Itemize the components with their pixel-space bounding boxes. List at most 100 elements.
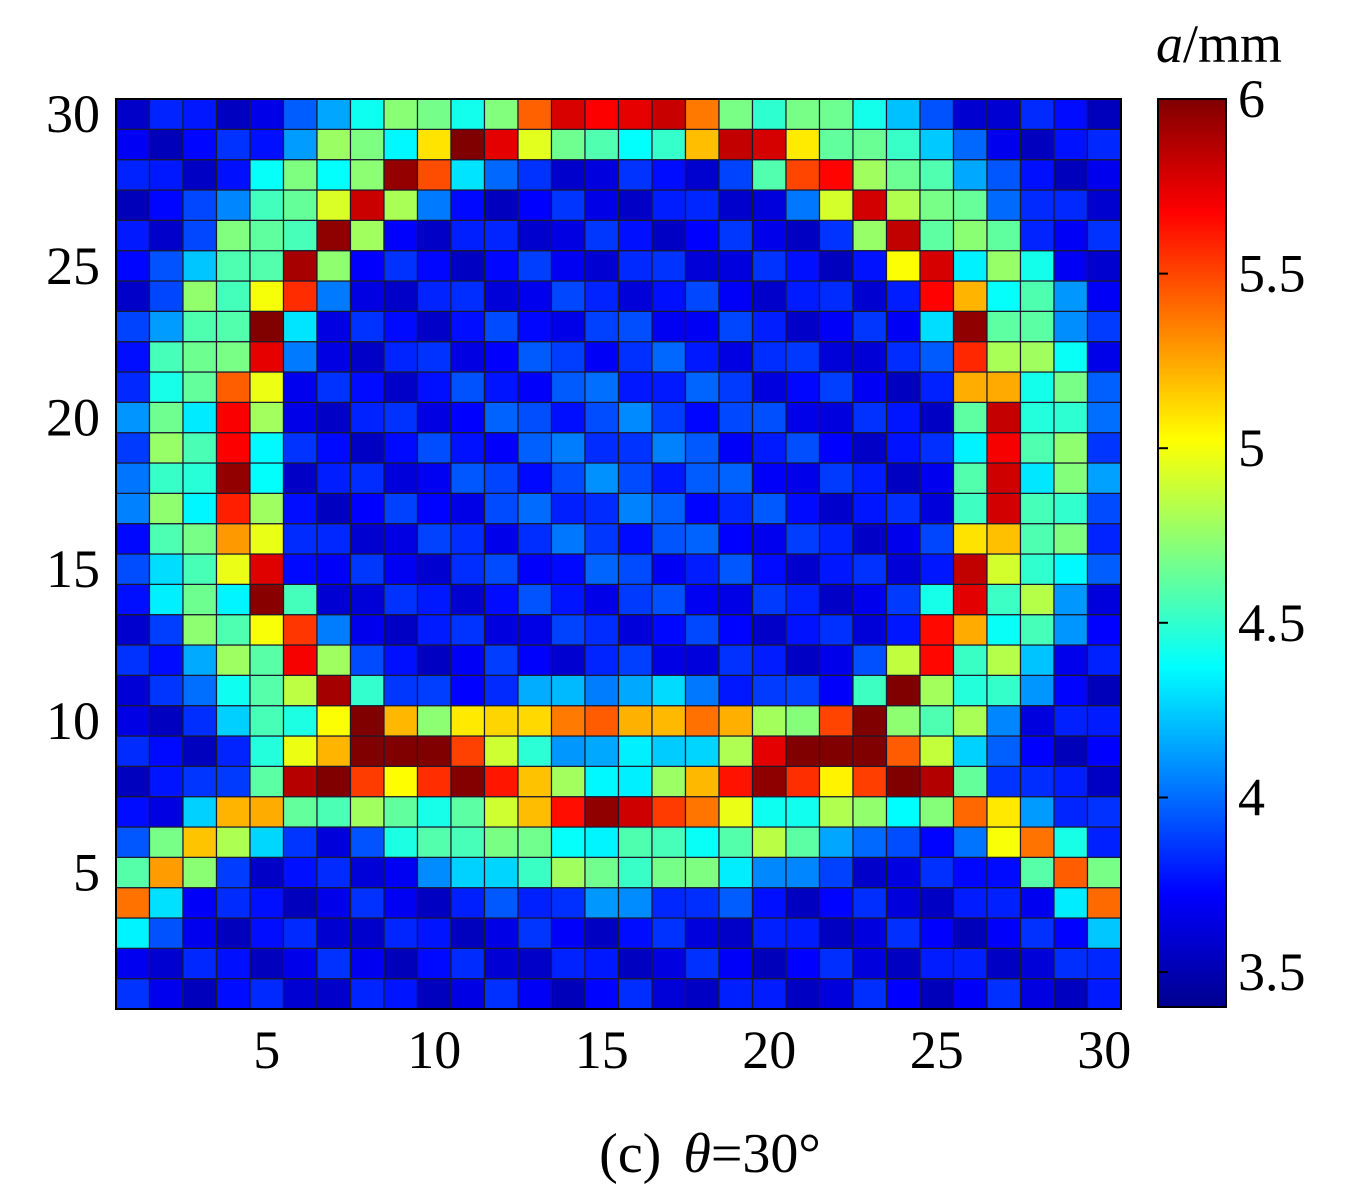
heatmap-cell [785, 128, 821, 161]
heatmap-cell [182, 796, 218, 828]
heatmap-cell [617, 826, 653, 858]
heatmap-cell [684, 401, 720, 434]
heatmap-cell [852, 432, 888, 464]
heatmap-cell [584, 128, 620, 161]
heatmap-cell [684, 341, 720, 373]
heatmap-cell [282, 280, 318, 312]
heatmap-cell [1053, 219, 1089, 252]
heatmap-cell [182, 219, 218, 252]
heatmap-cell [282, 978, 318, 1010]
heatmap-cell [148, 917, 184, 949]
heatmap-cell [885, 917, 921, 949]
heatmap-cell [550, 978, 586, 1010]
heatmap-cell [718, 614, 754, 646]
heatmap-cell [986, 310, 1022, 343]
heatmap-cell [986, 887, 1022, 919]
heatmap-cell [383, 735, 419, 767]
heatmap-cell [919, 765, 955, 798]
heatmap-cell [617, 341, 653, 373]
heatmap-cell [1019, 280, 1055, 312]
heatmap-cell [986, 826, 1022, 858]
heatmap-cell [751, 735, 787, 767]
heatmap-cell [416, 553, 452, 585]
heatmap-cell [316, 856, 352, 889]
colorbar-label: a/mm [1156, 14, 1282, 74]
heatmap-cell [718, 432, 754, 464]
heatmap-cell [450, 219, 486, 252]
heatmap-cell [885, 887, 921, 919]
heatmap-cell [617, 523, 653, 555]
heatmap-cell [316, 826, 352, 858]
heatmap-cell [1019, 523, 1055, 555]
heatmap-cell [1086, 553, 1122, 585]
heatmap-cell [550, 250, 586, 282]
heatmap-cell [1019, 371, 1055, 403]
heatmap-cell [383, 765, 419, 798]
heatmap-cell [885, 947, 921, 980]
y-axis-ticks: 5 10 15 20 25 30 [46, 84, 100, 902]
heatmap-cell [1053, 826, 1089, 858]
heatmap-cell [115, 128, 151, 161]
heatmap-cell [416, 826, 452, 858]
heatmap-cell [383, 887, 419, 919]
heatmap-cell [584, 583, 620, 616]
heatmap-cell [684, 310, 720, 343]
heatmap-cell [483, 219, 519, 252]
heatmap-cell [718, 219, 754, 252]
heatmap-cell [919, 887, 955, 919]
heatmap-cell [651, 219, 687, 252]
heatmap-cell [617, 614, 653, 646]
heatmap-cell [919, 978, 955, 1010]
heatmap-cell [1019, 705, 1055, 737]
heatmap-cell [584, 250, 620, 282]
heatmap-cell [818, 523, 854, 555]
heatmap-cell [617, 887, 653, 919]
heatmap-cell [952, 250, 988, 282]
heatmap-cell [617, 371, 653, 403]
heatmap-cell [249, 917, 285, 949]
heatmap-cell [416, 341, 452, 373]
heatmap-cell [550, 219, 586, 252]
heatmap-cell [316, 310, 352, 343]
figure-caption: (c) θ=30° [599, 1123, 821, 1185]
heatmap-cell [115, 523, 151, 555]
heatmap-cell [450, 856, 486, 889]
heatmap-cell [852, 735, 888, 767]
heatmap-cell [584, 947, 620, 980]
heatmap-cell [249, 462, 285, 494]
heatmap-cell [785, 98, 821, 130]
heatmap-cell [450, 250, 486, 282]
heatmap-cell [785, 159, 821, 191]
heatmap-cell [952, 98, 988, 130]
colorbar-tick-label: 4.5 [1238, 593, 1306, 653]
heatmap-cell [148, 341, 184, 373]
heatmap-cell [785, 735, 821, 767]
heatmap-cell [986, 492, 1022, 525]
heatmap-cell [584, 401, 620, 434]
heatmap-cell [215, 189, 251, 221]
heatmap-cell [1019, 219, 1055, 252]
heatmap-cell [718, 917, 754, 949]
heatmap-cell [751, 644, 787, 676]
heatmap-cell [952, 978, 988, 1010]
heatmap-cell [483, 826, 519, 858]
heatmap-cell [1053, 310, 1089, 343]
heatmap-cell [517, 583, 553, 616]
heatmap-cell [852, 978, 888, 1010]
heatmap-cell [718, 462, 754, 494]
heatmap-cell [215, 98, 251, 130]
heatmap-cell [785, 705, 821, 737]
heatmap-cell [1086, 735, 1122, 767]
heatmap-cell [1086, 98, 1122, 130]
heatmap-cell [483, 341, 519, 373]
heatmap-cell [785, 310, 821, 343]
heatmap-cell [115, 674, 151, 707]
heatmap-cell [115, 462, 151, 494]
heatmap-cell [818, 705, 854, 737]
heatmap-cell [282, 189, 318, 221]
heatmap-cell [885, 644, 921, 676]
heatmap-cell [215, 310, 251, 343]
heatmap-cell [651, 189, 687, 221]
heatmap-cell [919, 159, 955, 191]
heatmap-cell [383, 523, 419, 555]
